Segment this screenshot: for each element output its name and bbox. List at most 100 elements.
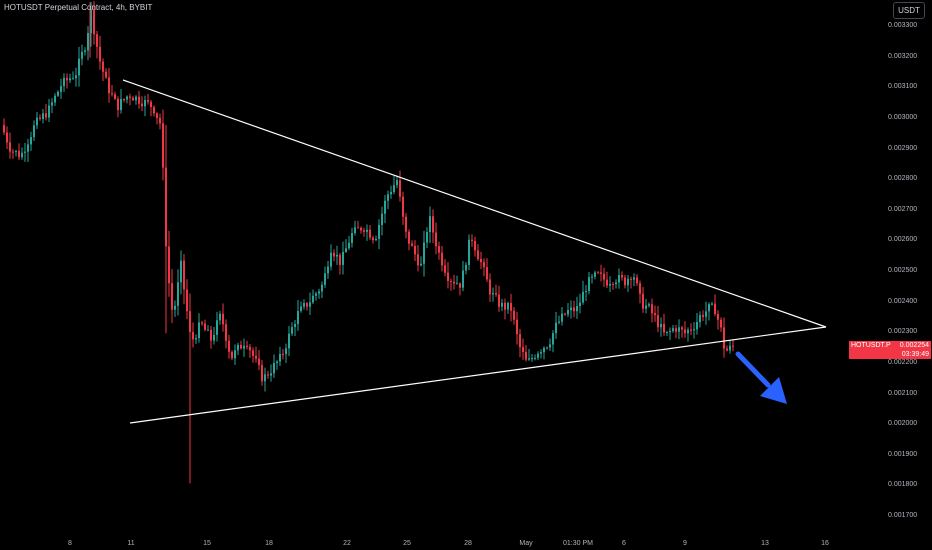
candle-body [162, 123, 164, 168]
time-tick-label: 25 [403, 540, 411, 547]
candle-body [462, 270, 464, 288]
candle-body [33, 125, 35, 138]
candle-body [549, 344, 551, 348]
candle-body [252, 350, 254, 356]
candle-body [546, 347, 548, 349]
candle-body [156, 113, 158, 118]
candle-body [72, 78, 74, 80]
candle-body [675, 328, 677, 332]
price-tick-label: 0.003100 [888, 83, 918, 91]
candle-body [303, 303, 305, 307]
candle-body [93, 9, 95, 35]
candle-body [378, 224, 380, 239]
candle-body [168, 246, 170, 284]
candle-body [99, 46, 101, 62]
candle-body [309, 302, 311, 307]
candle-body [423, 242, 425, 264]
candle-body [732, 345, 734, 347]
candle-body [570, 307, 572, 311]
candle-body [447, 272, 449, 281]
time-tick-label: 11 [127, 540, 135, 547]
candle-body [24, 151, 26, 153]
candle-body [459, 283, 461, 288]
candle-body [111, 93, 113, 95]
candle-body [147, 99, 149, 102]
candle-body [486, 267, 488, 280]
time-tick-label: 6 [622, 540, 626, 547]
candle-body [441, 252, 443, 266]
time-tick-label: 16 [821, 540, 829, 547]
candle-body [606, 279, 608, 286]
candle-body [669, 330, 671, 332]
candle-body [159, 117, 161, 124]
candle-body [87, 33, 89, 51]
price-tick-label: 0.003200 [888, 52, 918, 60]
candle-body [285, 348, 287, 355]
candle-body [15, 150, 17, 152]
candle-body [552, 333, 554, 345]
candle-body [354, 227, 356, 234]
candle-body [69, 78, 71, 81]
candle-body [519, 334, 521, 348]
candle-body [102, 61, 104, 72]
candle-body [711, 303, 713, 305]
price-tick-label: 0.002500 [888, 267, 918, 274]
candle-body [387, 194, 389, 201]
candle-body [210, 329, 212, 341]
candle-body [642, 293, 644, 309]
candle-body [492, 293, 494, 295]
time-tick-label: 15 [203, 540, 211, 547]
candle-body [276, 361, 278, 363]
candle-body [90, 9, 92, 34]
candle-body [690, 329, 692, 331]
candle-body [639, 283, 641, 294]
candle-body [564, 313, 566, 315]
candle-body [579, 302, 581, 307]
price-tick-label: 0.002800 [888, 175, 918, 183]
price-tick-label: 0.001800 [888, 481, 918, 489]
candle-body [324, 273, 326, 285]
candle-body [21, 152, 23, 158]
candle-body [60, 86, 62, 92]
time-tick-label: May [519, 540, 533, 547]
time-tick-label: 8 [68, 540, 72, 547]
price-tick-label: 0.003300 [888, 22, 918, 29]
upper-trendline[interactable] [122, 79, 827, 328]
time-tick-label: 13 [761, 540, 769, 547]
candle-body [426, 232, 428, 243]
candle-body [369, 229, 371, 238]
candle-body [348, 242, 350, 249]
candle-body [330, 252, 332, 267]
candle-body [225, 324, 227, 341]
candle-body [63, 77, 65, 87]
candle-body [507, 303, 509, 310]
candle-body [186, 289, 188, 312]
candle-body [39, 117, 41, 120]
candle-body [609, 283, 611, 286]
last-price-label: HOTUSDT.P 0.002254 03:39:49 [849, 341, 931, 359]
candle-body [651, 304, 653, 314]
candle-body [231, 351, 233, 359]
candle-body [543, 347, 545, 353]
price-tag-symbol: HOTUSDT.P [851, 342, 891, 349]
candle-body [471, 239, 473, 241]
candle-body [717, 313, 719, 320]
candle-body [720, 319, 722, 328]
candle-body [105, 71, 107, 78]
candle-body [510, 303, 512, 311]
candle-body [681, 327, 683, 330]
price-tick-label: 0.001700 [888, 512, 918, 519]
candle-body [525, 352, 527, 360]
candle-body [45, 113, 47, 118]
candle-body [483, 262, 485, 268]
candle-body [633, 277, 635, 280]
candle-body [255, 355, 257, 359]
candle-body [366, 229, 368, 232]
candle-body [582, 291, 584, 303]
lower-trendline[interactable] [129, 326, 827, 424]
candle-body [219, 313, 221, 321]
candle-body [444, 265, 446, 273]
currency-button[interactable]: USDT [893, 2, 925, 19]
candle-body [414, 245, 416, 255]
